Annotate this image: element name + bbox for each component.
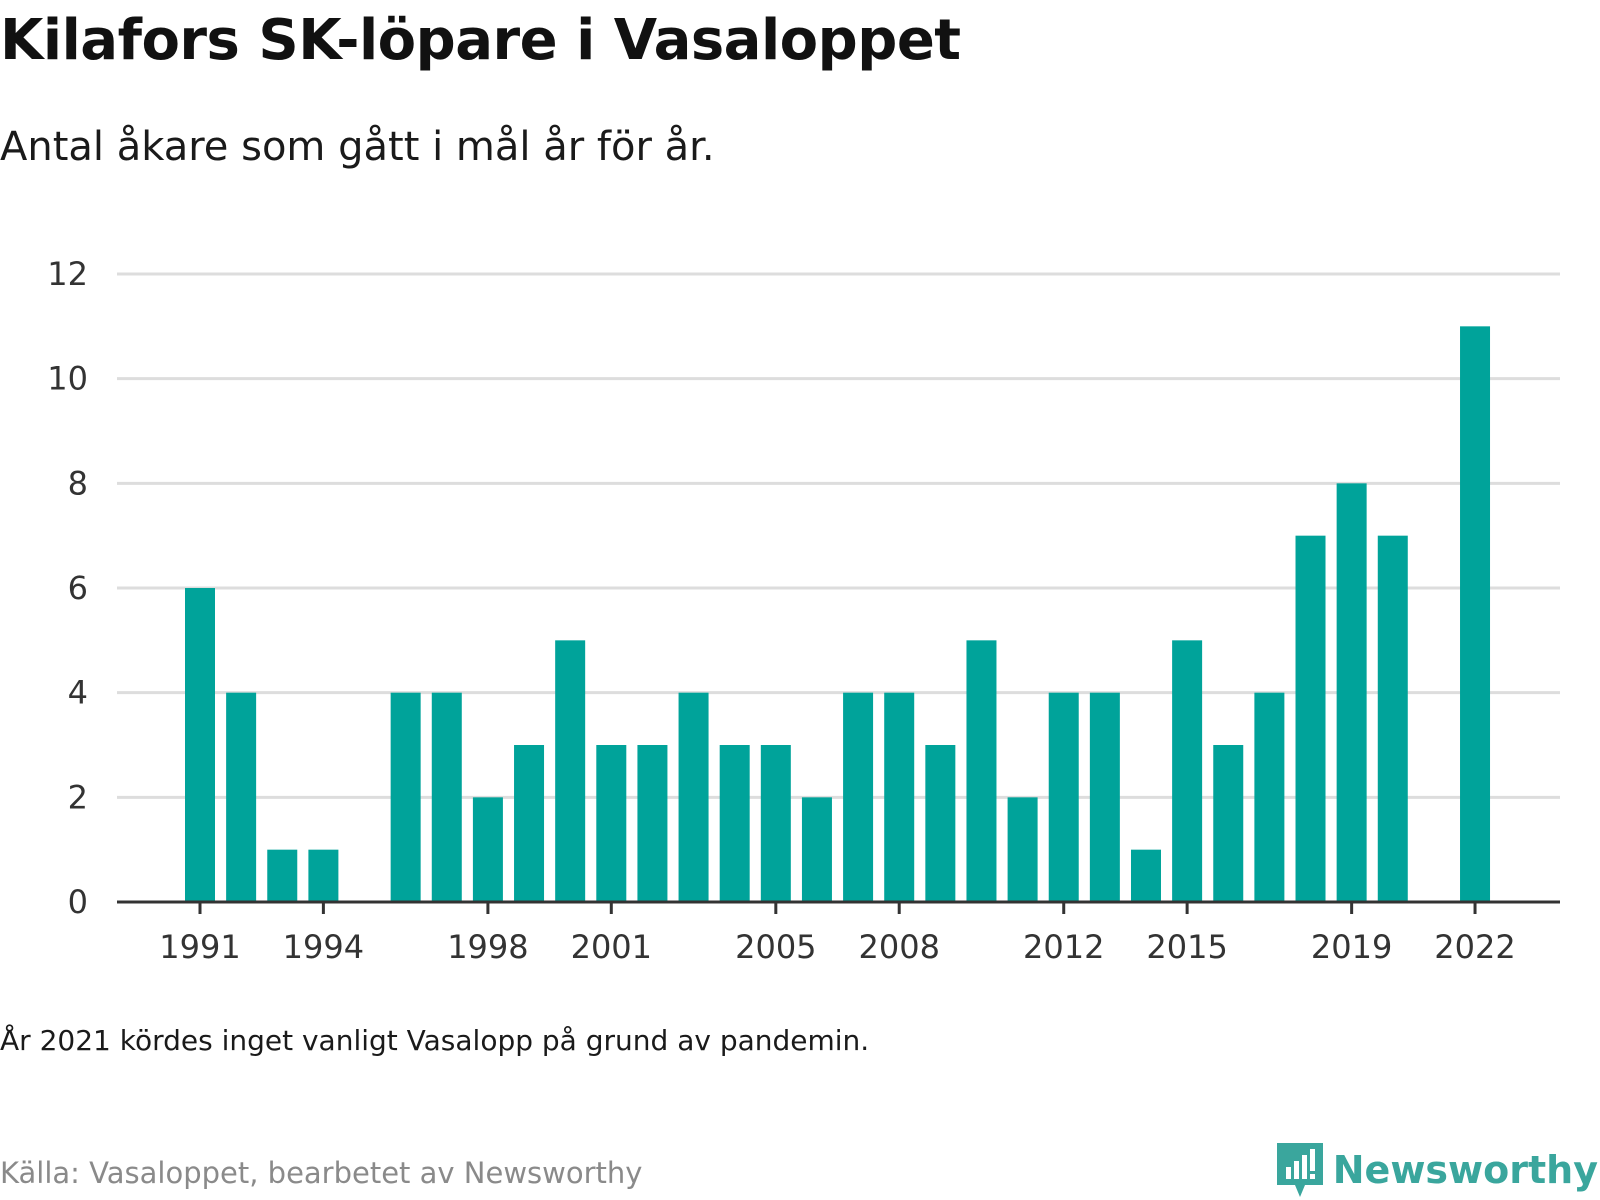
bar-1991 bbox=[185, 588, 215, 902]
bar-2014 bbox=[1130, 849, 1161, 902]
bar-2010 bbox=[966, 640, 997, 902]
bar-2022 bbox=[1460, 326, 1491, 902]
x-tick-label: 2008 bbox=[858, 928, 939, 960]
x-tick-label: 2001 bbox=[571, 928, 652, 960]
logo-text: Newsworthy bbox=[1332, 1148, 1598, 1192]
bar-2015 bbox=[1172, 640, 1203, 902]
x-axis-tick-labels: 1991 1994 1998 2001 2005 2008 2012 2015 2019 2022 bbox=[159, 902, 1516, 960]
bar-2020 bbox=[1377, 535, 1408, 902]
y-tick-label: 0 bbox=[68, 883, 88, 921]
x-tick-label: 2012 bbox=[1023, 928, 1104, 960]
footnote: År 2021 kördes inget vanligt Vasalopp på… bbox=[0, 1024, 870, 1057]
bar-1999 bbox=[514, 745, 545, 902]
bar-1994 bbox=[308, 849, 339, 902]
y-tick-label: 2 bbox=[68, 778, 88, 816]
bar-1996 bbox=[390, 692, 421, 902]
bar-chart: 0 2 4 6 8 10 12 1991 1994 1998 2001 2005 2008 2012 20… bbox=[47, 255, 1560, 960]
bars bbox=[185, 326, 1491, 902]
bar-1993 bbox=[267, 849, 298, 902]
x-tick-label: 2015 bbox=[1146, 928, 1227, 960]
bar-2019 bbox=[1336, 483, 1367, 902]
y-tick-label: 10 bbox=[47, 360, 88, 398]
bar-2009 bbox=[925, 745, 956, 902]
bar-2002 bbox=[637, 745, 668, 902]
bar-2018 bbox=[1295, 535, 1326, 902]
chart-title: Kilafors SK-löpare i Vasaloppet bbox=[0, 8, 961, 73]
y-tick-label: 4 bbox=[68, 674, 88, 712]
bar-2000 bbox=[555, 640, 586, 902]
x-tick-label: 1991 bbox=[159, 928, 240, 960]
bar-2011 bbox=[1007, 797, 1038, 902]
bar-2017 bbox=[1254, 692, 1285, 902]
y-tick-label: 8 bbox=[68, 464, 88, 502]
newsworthy-logo: Newsworthy bbox=[1275, 1141, 1598, 1199]
x-tick-label: 1998 bbox=[447, 928, 528, 960]
x-tick-label: 2005 bbox=[735, 928, 816, 960]
chart-subtitle: Antal åkare som gått i mål år för år. bbox=[0, 124, 715, 170]
y-tick-label: 6 bbox=[68, 569, 88, 607]
bar-1992 bbox=[226, 692, 257, 902]
x-tick-label: 1994 bbox=[283, 928, 364, 960]
bar-2005 bbox=[760, 745, 791, 902]
bar-1997 bbox=[431, 692, 462, 902]
source-text: Källa: Vasaloppet, bearbetet av Newswort… bbox=[0, 1156, 643, 1190]
x-tick-label: 2022 bbox=[1434, 928, 1515, 960]
x-tick-label: 2019 bbox=[1311, 928, 1392, 960]
bar-2013 bbox=[1089, 692, 1120, 902]
bar-1998 bbox=[472, 797, 503, 902]
bar-2016 bbox=[1213, 745, 1244, 902]
bar-2008 bbox=[884, 692, 915, 902]
bar-2012 bbox=[1048, 692, 1079, 902]
bar-2007 bbox=[843, 692, 874, 902]
bar-2003 bbox=[678, 692, 709, 902]
bar-2006 bbox=[801, 797, 832, 902]
bar-chart-speech-bubble-icon bbox=[1276, 1143, 1323, 1197]
bar-2001 bbox=[596, 745, 627, 902]
y-axis-tick-labels: 0 2 4 6 8 10 12 bbox=[47, 255, 88, 921]
bar-2004 bbox=[719, 745, 750, 902]
y-tick-label: 12 bbox=[47, 255, 88, 293]
